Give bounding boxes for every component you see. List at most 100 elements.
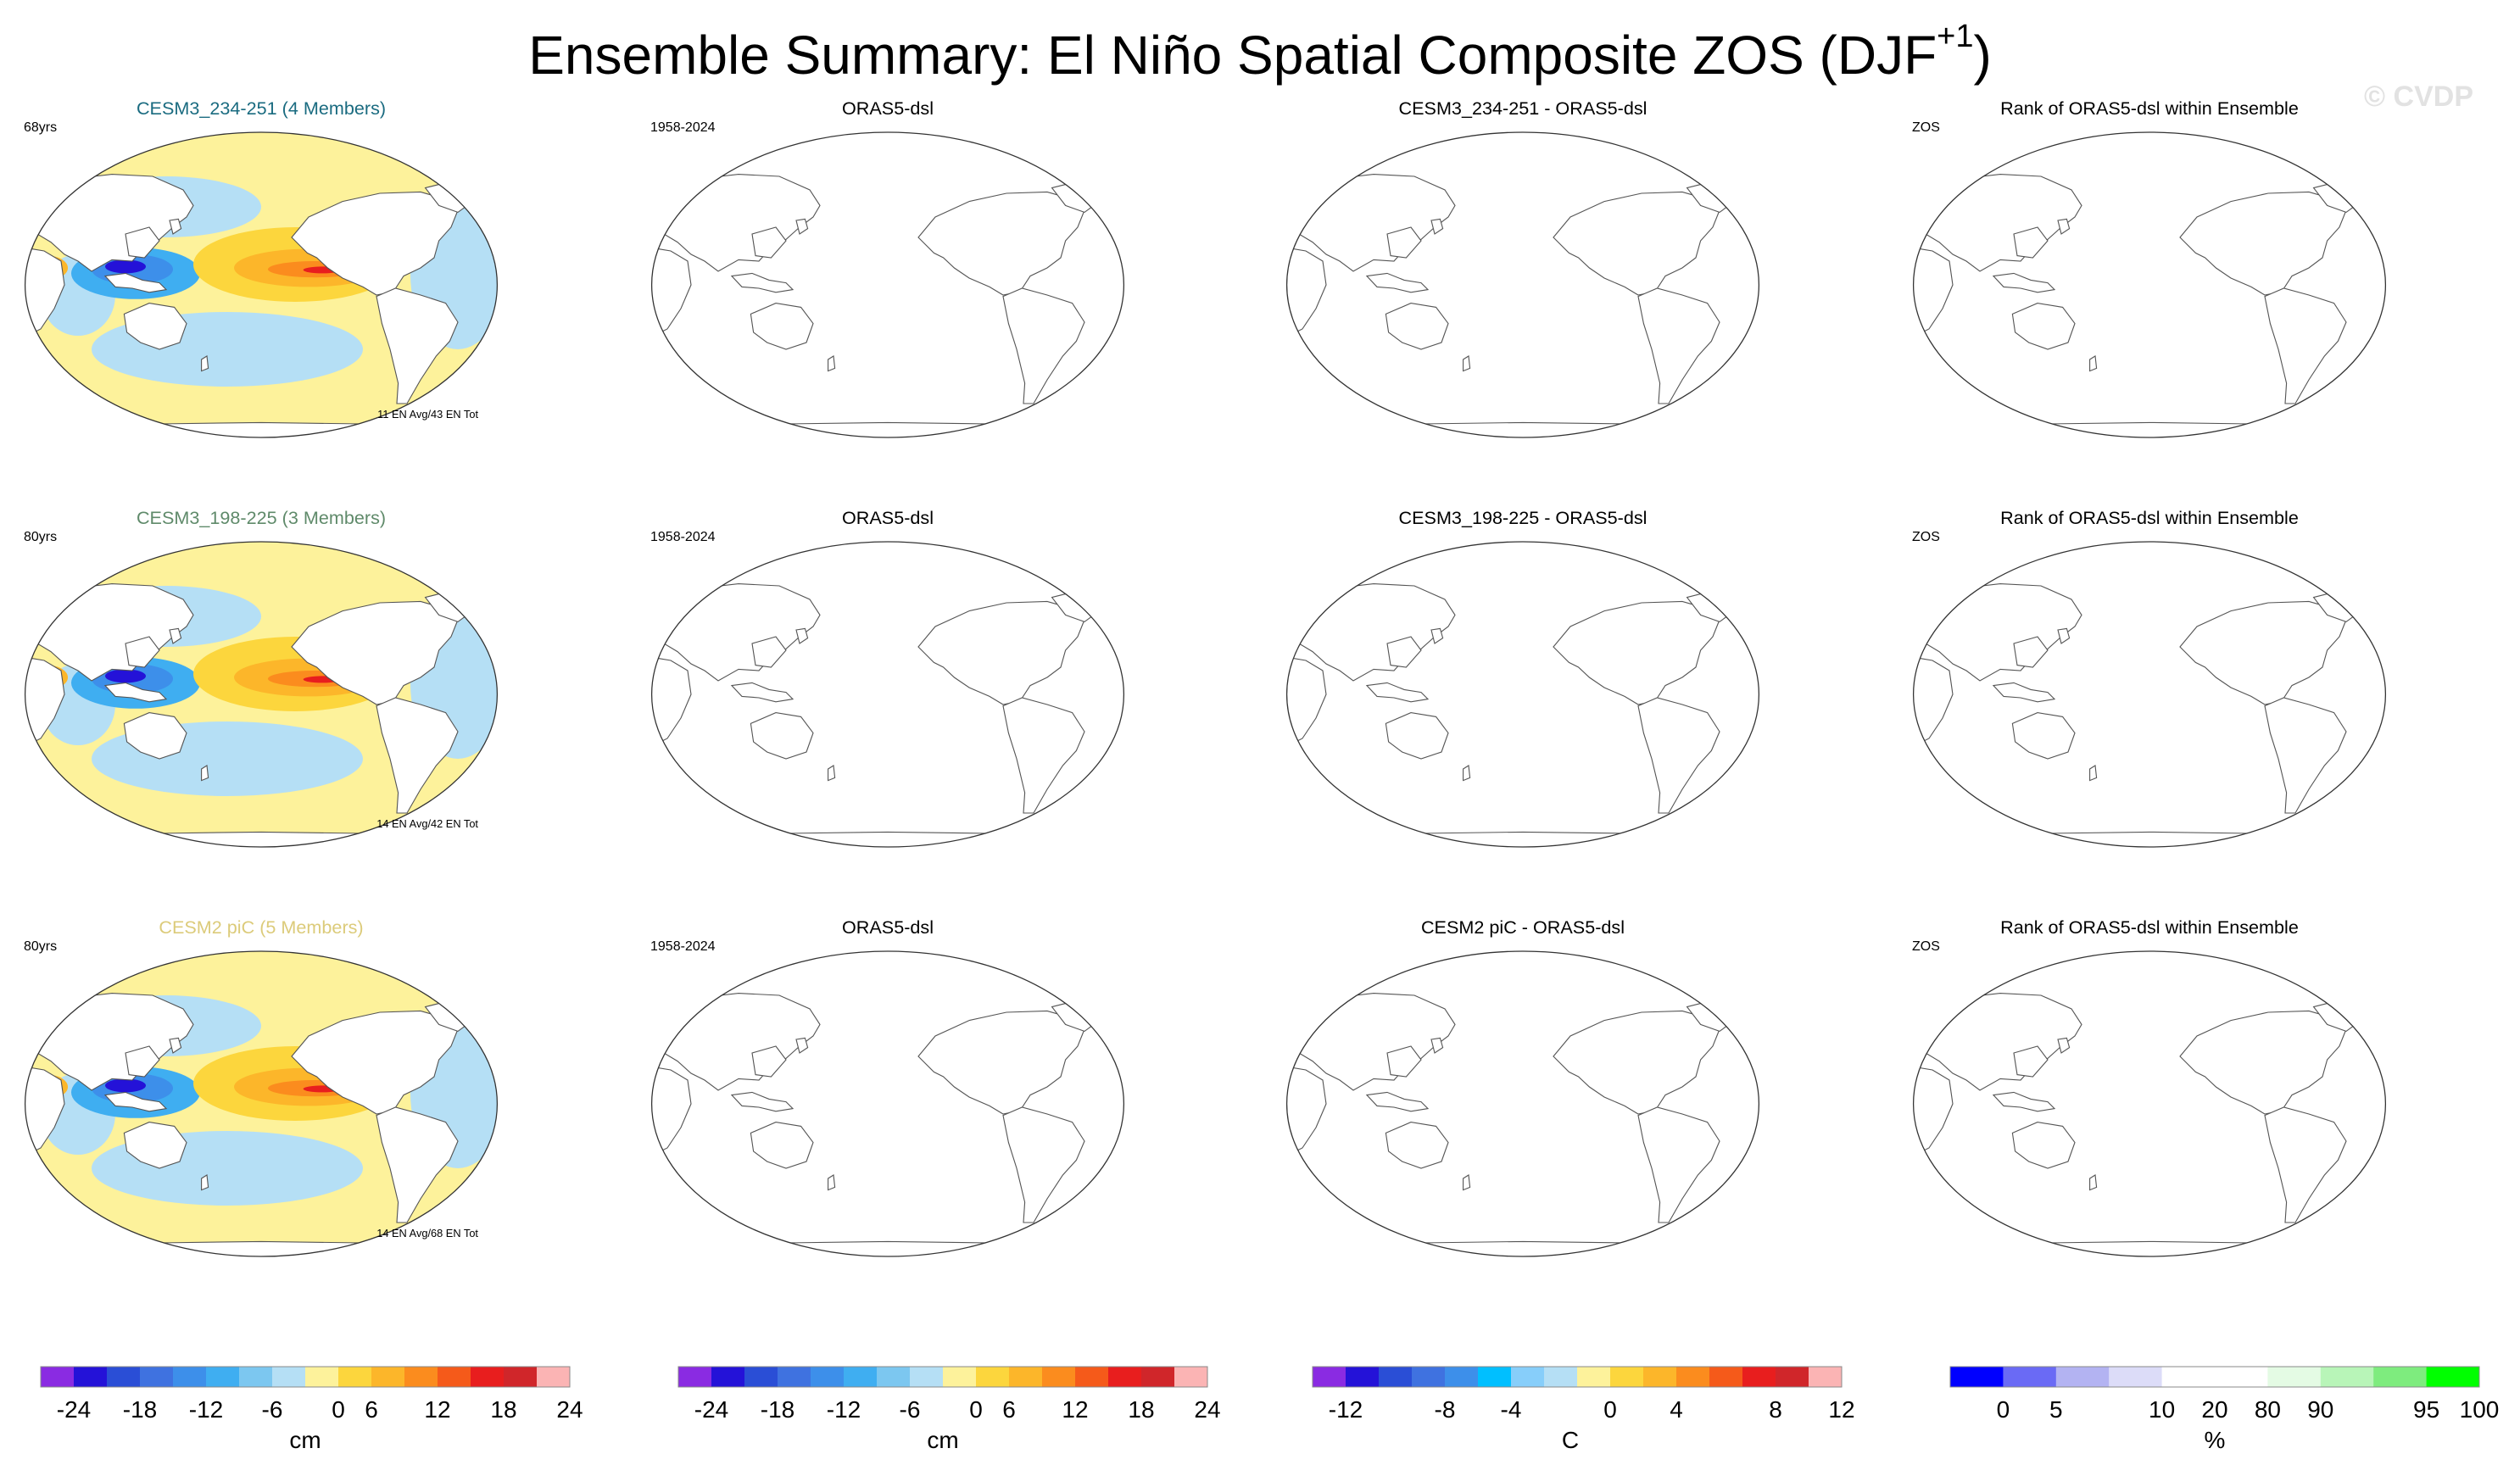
south-america-landmass [1002,697,1086,814]
indonesia-landmass [104,1092,168,1112]
colorbar-swatch [1174,1367,1208,1387]
colorbar-swatch [404,1367,438,1387]
north-america-landmass [291,600,460,705]
colorbar-tick-label: 18 [1128,1396,1154,1423]
map-panel-r2-c1: CESM3_198-225 (3 Members) 80yrs 14 EN Avg/… [24,508,499,854]
australia-landmass [1385,1122,1449,1169]
north-america-landmass [917,600,1086,705]
japan-landmass [1430,1038,1444,1055]
panel-bottom-right-label: 11 EN Avg/43 EN Tot [377,409,479,421]
panel-title: Rank of ORAS5-dsl within Ensemble [2000,97,2299,119]
colorbar-swatch [1445,1367,1479,1387]
east-asia-landmass [1386,226,1422,259]
north-america-landmass [291,191,460,296]
east-asia-landmass [125,636,161,668]
panel-top-left-label: 1958-2024 [650,120,716,135]
colorbar-tick-label: 5 [2049,1396,2063,1423]
japan-landmass [795,1038,809,1055]
colorbar-swatch [1346,1367,1380,1387]
south-america-landmass [1637,287,1720,404]
east-asia-landmass [751,1045,788,1078]
colorbar-swatch [1108,1367,1142,1387]
japan-landmass [795,218,809,235]
antarctica-landmass [652,831,1124,848]
colorbar-swatch [239,1367,273,1387]
colorbar-swatch [1544,1367,1578,1387]
panel-bottom-right-label: 14 EN Avg/68 EN Tot [376,1228,479,1240]
africa-landmass [1286,656,1327,746]
colorbar-swatch [1610,1367,1644,1387]
globe-map [25,541,499,848]
indonesia-landmass [731,1092,794,1112]
colorbar-swatch [107,1367,141,1387]
south-america-landmass [376,287,460,404]
japan-landmass [795,627,809,644]
colorbar-swatch [305,1367,339,1387]
north-america-landmass [291,1011,460,1115]
colorbar-swatch [1742,1367,1776,1387]
globe-map [651,950,1125,1257]
colorbar-swatch [976,1367,1010,1387]
antarctica-landmass [652,421,1124,437]
colorbar-unit: cm [927,1427,958,1453]
indonesia-landmass [104,682,168,703]
africa-landmass [1913,247,1954,337]
south-america-landmass [376,697,460,814]
east-asia-landmass [751,226,788,259]
antarctica-landmass [1286,421,1759,437]
north-america-landmass [2179,191,2347,296]
east-asia-landmass [2013,1045,2049,1078]
colorbar-swatch [1075,1367,1109,1387]
indonesia-landmass [1992,682,2056,703]
colorbar-swatch [1809,1367,1843,1387]
colorbar-tick-label: -18 [123,1396,157,1423]
colorbar-swatch [537,1367,571,1387]
africa-landmass [652,1066,693,1156]
east-asia-landmass [2013,636,2049,668]
globe-frame [1913,950,2387,1257]
globe-frame [1285,950,1760,1257]
colorbar-tick-label: -12 [189,1396,223,1423]
map-panel-r1-c1: CESM3_234-251 (4 Members) 68yrs 11 EN Avg/… [24,98,499,444]
map-panel-r2-c4: Rank of ORAS5-dsl within Ensemble ZOS [1912,508,2387,854]
antarctica-landmass [1913,421,2386,437]
south-america-landmass [2264,697,2347,814]
north-america-landmass [2179,1011,2347,1115]
figure-title: Ensemble Summary: El Niño Spatial Compos… [528,19,1992,86]
colorbar-swatch [41,1367,75,1387]
colorbar-tick-label: 8 [1769,1396,1782,1423]
colorbar-swatch [1141,1367,1175,1387]
panel-top-left-label: ZOS [1912,939,1940,955]
east-asia-landmass [2013,226,2049,259]
colorbar-swatch [877,1367,911,1387]
colorbar-swatch [711,1367,745,1387]
panel-title: CESM3_234-251 - ORAS5-dsl [1398,97,1647,119]
africa-landmass [1913,656,1954,746]
colorbar-tick-label: 0 [969,1396,983,1423]
panel-title: ORAS5-dsl [842,508,934,529]
indonesia-landmass [1365,682,1430,703]
colorbar-swatch [1709,1367,1743,1387]
colorbar-tick-label: 24 [1194,1396,1220,1423]
colorbar-tick-label: 6 [365,1396,378,1423]
colorbar-swatch [1676,1367,1710,1387]
colorbar-swatch [338,1367,372,1387]
colorbar-tick-label: -6 [262,1396,283,1423]
colorbar-swatch [2055,1367,2110,1387]
globe-map [651,541,1125,848]
japan-landmass [169,218,182,235]
colorbar-swatch [504,1367,538,1387]
north-america-landmass [1553,191,1720,296]
antarctica-landmass [1913,1241,2386,1257]
north-america-landmass [1553,600,1720,705]
colorbar-swatch [943,1367,977,1387]
colorbar-swatch [2003,1367,2057,1387]
colorbar-swatch [1379,1367,1413,1387]
new-zealand-landmass [828,765,836,782]
north-america-landmass [917,1011,1086,1115]
colorbar-tick-label: -8 [1435,1396,1456,1423]
colorbar-tick-label: 18 [490,1396,516,1423]
new-zealand-landmass [201,1174,209,1191]
colorbar-unit: % [2205,1427,2226,1453]
map-panel-r3-c4: Rank of ORAS5-dsl within Ensemble ZOS [1912,917,2387,1263]
